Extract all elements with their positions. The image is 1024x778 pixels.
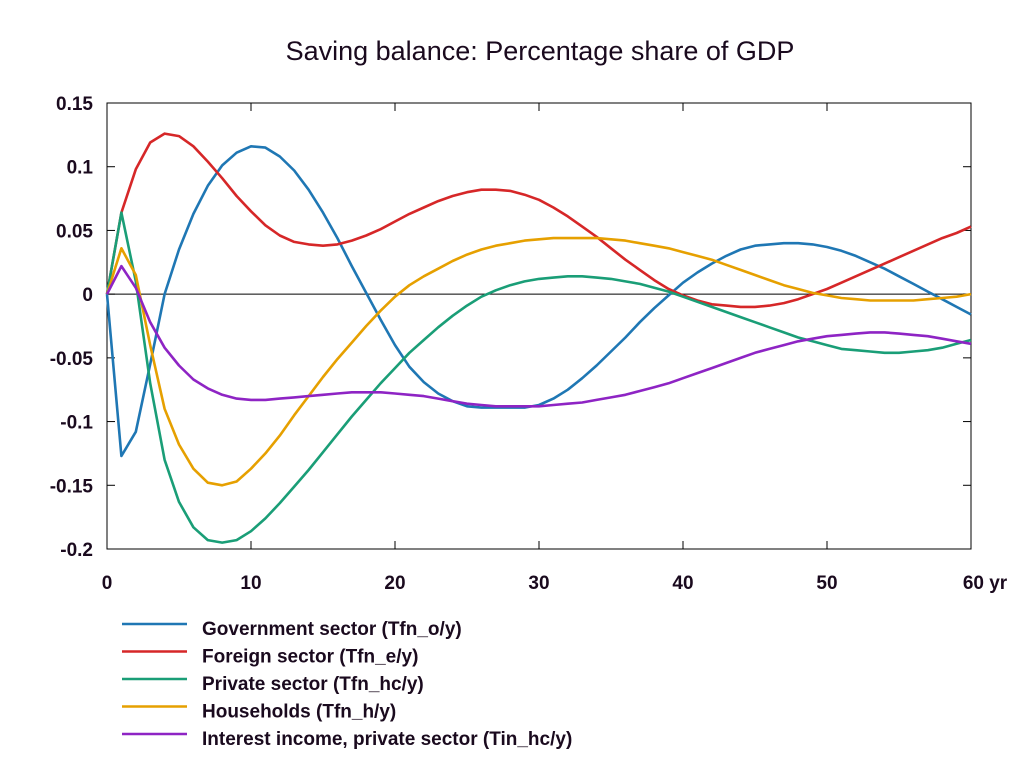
legend-label-3: Households (Tfn_h/y) (202, 702, 396, 723)
y-tick-label: 0.05 (56, 221, 93, 242)
legend-label-0: Government sector (Tfn_o/y) (202, 619, 462, 640)
legend-label-2: Private sector (Tfn_hc/y) (202, 674, 424, 695)
series-line-1 (105, 132, 972, 309)
x-tick-label: 10 (240, 573, 261, 594)
x-tick-label: 60 yr (963, 573, 1008, 594)
legend-label-4: Interest income, private sector (Tin_hc/… (202, 729, 572, 750)
x-tick-label: 30 (528, 573, 549, 594)
y-tick-label: 0.15 (56, 94, 93, 115)
chart-title: Saving balance: Percentage share of GDP (286, 36, 795, 66)
series-line-4 (105, 264, 972, 408)
x-tick-label: 50 (816, 573, 837, 594)
legend: Government sector (Tfn_o/y) Foreign secto… (122, 619, 572, 750)
y-tick-label: -0.15 (50, 476, 94, 497)
series-line-0 (105, 145, 972, 458)
series-line-2 (105, 211, 972, 544)
y-tick-label: 0.1 (67, 158, 94, 179)
x-tick-label: 20 (384, 573, 405, 594)
y-tick-label: -0.2 (60, 540, 93, 561)
series-lines (105, 132, 972, 544)
y-tick-label: -0.1 (60, 413, 93, 434)
y-tick-label: 0 (82, 285, 93, 306)
axis-ticks: -0.2 -0.15 -0.1 -0.05 0 0.05 0.1 0.15 0 10 20 30 40 5… (50, 94, 1008, 594)
x-tick-label: 0 (102, 573, 113, 594)
y-tick-label: -0.05 (50, 349, 94, 370)
series-line-3 (105, 236, 972, 487)
x-tick-label: 40 (672, 573, 693, 594)
legend-label-1: Foreign sector (Tfn_e/y) (202, 647, 418, 668)
